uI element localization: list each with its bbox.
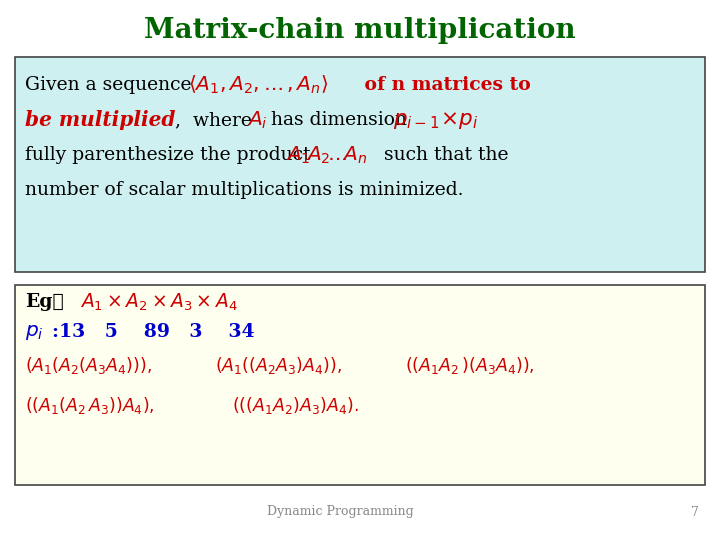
Text: ,  where: , where — [175, 111, 258, 129]
FancyBboxPatch shape — [15, 57, 705, 272]
FancyBboxPatch shape — [15, 285, 705, 485]
Text: number of scalar multiplications is minimized.: number of scalar multiplications is mini… — [25, 181, 464, 199]
Text: Matrix-chain multiplication: Matrix-chain multiplication — [144, 17, 576, 44]
Text: $(((A_1A_2)A_3)A_4).$: $(((A_1A_2)A_3)A_4).$ — [232, 395, 359, 415]
Text: $A_1\times A_2\times A_3\times A_4$: $A_1\times A_2\times A_3\times A_4$ — [80, 292, 238, 313]
Text: :13   5    89   3    34: :13 5 89 3 34 — [52, 323, 255, 341]
Text: $(A_1((A_2A_3)A_4)),$: $(A_1((A_2A_3)A_4)),$ — [215, 354, 342, 375]
Text: Dynamic Programming: Dynamic Programming — [266, 505, 413, 518]
Text: Given a sequence: Given a sequence — [25, 76, 197, 94]
Text: $(A_1(A_2(A_3A_4))),$: $(A_1(A_2(A_3A_4))),$ — [25, 354, 152, 375]
Text: $((A_1(A_2\,A_3))A_4),$: $((A_1(A_2\,A_3))A_4),$ — [25, 395, 155, 415]
Text: $A_i$: $A_i$ — [247, 109, 268, 131]
Text: of n matrices to: of n matrices to — [358, 76, 531, 94]
Text: $((A_1A_2\,)(A_3A_4)),$: $((A_1A_2\,)(A_3A_4)),$ — [405, 354, 535, 375]
Text: $\langle A_1, A_2, \ldots\,, A_n\rangle$: $\langle A_1, A_2, \ldots\,, A_n\rangle$ — [188, 74, 328, 96]
Text: $p_i$: $p_i$ — [25, 322, 44, 342]
Text: be multiplied: be multiplied — [25, 110, 176, 130]
Text: $p_{i-1}\!\times\! p_i$: $p_{i-1}\!\times\! p_i$ — [393, 109, 479, 131]
Text: has dimension: has dimension — [265, 111, 413, 129]
Text: fully parenthesize the product: fully parenthesize the product — [25, 146, 317, 164]
Text: 7: 7 — [691, 505, 699, 518]
Text: $A_1\!A_2\!\ldots\!A_n$: $A_1\!A_2\!\ldots\!A_n$ — [286, 144, 368, 166]
Text: such that the: such that the — [378, 146, 508, 164]
Text: Eg：: Eg： — [25, 293, 64, 311]
